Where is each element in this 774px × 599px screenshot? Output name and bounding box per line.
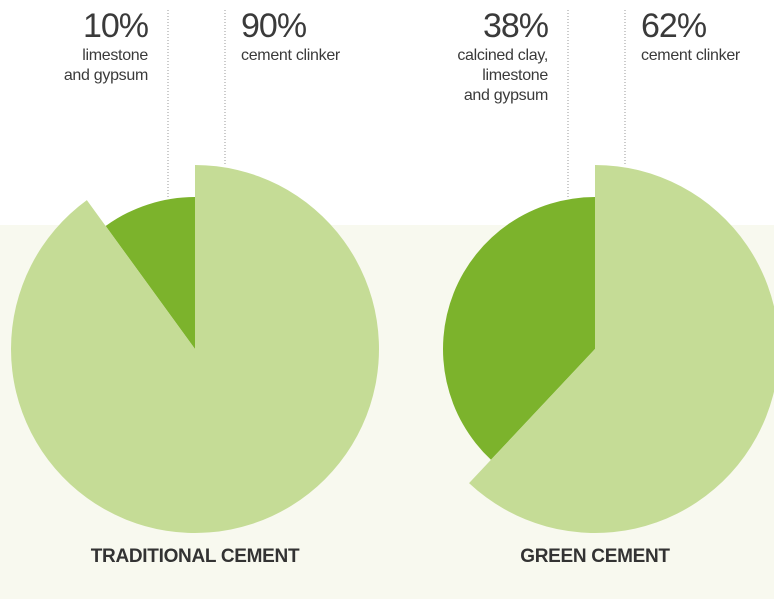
value-label: 90%	[241, 7, 307, 45]
category-label: cement clinker	[241, 47, 340, 64]
value-label: 10%	[82, 7, 149, 45]
value-label: 62%	[641, 7, 707, 45]
pie-slice	[105, 197, 195, 349]
value-label: 38%	[482, 7, 549, 45]
category-label: limestone and gypsum	[63, 47, 148, 84]
chart-title: TRADITIONAL CEMENT	[90, 546, 300, 567]
pie-slice	[443, 197, 595, 460]
chart-title: GREEN CEMENT	[520, 546, 670, 567]
pie-slice	[11, 165, 379, 533]
category-label: cement clinker	[641, 47, 740, 64]
category-label: calcined clay, limestone and gypsum	[457, 47, 548, 104]
pie-slice	[469, 165, 774, 533]
